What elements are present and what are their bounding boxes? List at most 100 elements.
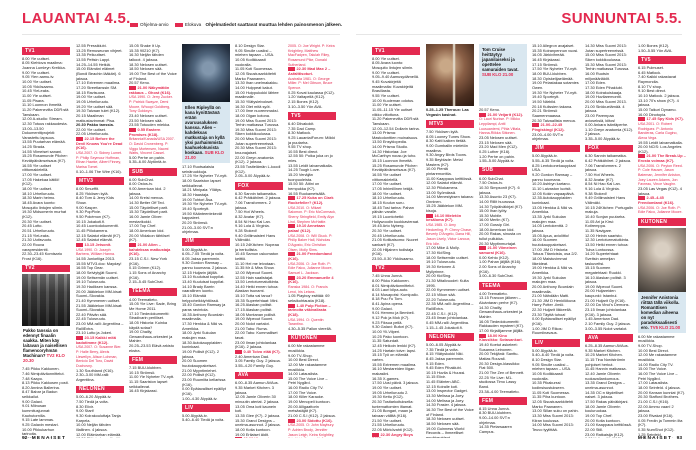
program-listing: 19.00 Pelastakaa sotamies Owen.: [532, 80, 579, 90]
program-listing: 17.30 Eden Pihaklubi.: [585, 84, 623, 90]
program-listing: 20.30 Tositarkoituksella: tuntemattomien…: [372, 398, 414, 409]
program-listing: 21.30 Mitalivuodet: Kulta 1995.: [426, 278, 469, 288]
program-listing: 21.00 Huijarit Oy (K16).: [585, 297, 626, 303]
program-listing: 15.15 Suomen megatehtaat: Ruukki.: [585, 265, 622, 275]
program-listing: 9.45 Eden Pihaklubi.: [426, 365, 462, 371]
program-listing: 19.15 Luontohetki: Hollywoodin kuokkavie…: [372, 213, 420, 224]
program-listing: 17.50 Uusi päivä. 3 jaksoa.: [372, 380, 419, 386]
program-listing: 18.15 Koulun suru.: [372, 200, 405, 205]
program-listing: 14.00 Melissa ja Joey.: [426, 397, 465, 403]
program-listing: 18.30 Nelosen uutiset.: [129, 61, 168, 67]
program-listing: 20.00 Tekijänä: Santtu-Matias Rouvali.: [479, 351, 519, 361]
program-listing: 10.15 24Kitchen: Nopeaa ja herkullista.: [235, 241, 279, 252]
program-listing: 9.16 Lola & Virginia.: [235, 223, 270, 229]
program-listing: 10.00 Yle uutiset.: [22, 78, 52, 84]
program-listing: 15.35 90210 (K7).: [129, 47, 161, 53]
program-listing: 7.40 Kaikki rakastavat Raymondia.: [638, 74, 677, 84]
program-listing: 14.00 Radio City TV.: [638, 361, 674, 367]
program-listing: 22.05 Mörkövahti (K12).: [372, 426, 414, 432]
program-listing: 10.40 Sonjan puutarha.: [585, 213, 626, 219]
program-listing: 10.25 Pako luontoon.: [372, 333, 409, 339]
program-listing: 20.30 Stafford Brothers.: [638, 394, 680, 400]
program-listing: 6.30 Sannin taikamatka.: [235, 190, 277, 196]
program-listing: 15.55 MTV3.doc: Mayday!: [76, 260, 122, 266]
listings-column: 14.30 Miss Suomi 2013: Jutan supertreene…: [585, 44, 633, 438]
program-listing: 17.00 JIM D Historia: Totuus Titanicista…: [532, 246, 578, 257]
divider: [356, 34, 682, 35]
program-listing: 15.35 Koiranpennun vuosi.: [532, 47, 579, 53]
program-listing: 19.45 Arto Nyberg.: [372, 223, 405, 229]
program-listing: 22.05 Hiljainen todistaja (K16).: [372, 246, 414, 257]
program-listing: 19.30 Jyrki Sukulan makujen maa.: [532, 274, 566, 285]
program-listing: 13.05 Henkka & Niki vs. Amerikka.: [532, 204, 574, 215]
program-listing: 5.00 Perhe on pahin.: [129, 154, 166, 160]
program-listing: 7.15 BUU-klubben.: [129, 365, 162, 371]
program-listing: 14.30 Frasier. 4 jaksoa.: [426, 402, 467, 408]
listings-column: 8.10 Design Star. 9.05 Sinulle uusiksi – …: [235, 44, 283, 438]
program-listing: 15.10 Allegron avajaiset.: [532, 44, 575, 48]
promo-photo: [638, 227, 686, 292]
movie-tag-icon: [288, 275, 295, 280]
program-listing: 19.00 Guinness World Records – Ihmeellis…: [426, 425, 465, 438]
program-listing: 19.00 Seitsemän uutiset.: [76, 274, 119, 280]
program-listing: 1.00 Pahan jäljillä (K16).: [479, 259, 522, 265]
page-title: SUNNUNTAI 5.5.: [561, 10, 682, 27]
program-listing: 9.00 Yle uutiset.: [372, 69, 400, 75]
program-listing: 11.05 Pisara.: [22, 97, 45, 103]
program-listing: 22.45 C.S.I. (K12).: [426, 310, 459, 316]
movie-credits: USA 2001. O: Robert Rodriguez. P: Antoni…: [638, 121, 678, 140]
promo-box: Jennifer Anistonia riittää tällä viikoll…: [638, 227, 686, 333]
page-number: 92: [22, 436, 28, 441]
movie-tag-icon: [638, 117, 645, 122]
movie-tag-icon: [129, 242, 136, 247]
promo-box: Tom Cruise heittäytyy japanilaiseksi ja …: [479, 44, 527, 106]
program-listing: 5.35–6.00 Älytöntä-tv.: [129, 159, 167, 165]
program-listing: 12.55 50: Poika joka on jo mies.: [288, 153, 333, 164]
program-listing: 13.30 Melissa ja Joey.: [426, 393, 465, 399]
program-listing: 1.00 JIM D Rikos: Ruumiinavaus.: [532, 325, 563, 336]
program-listing: 12.00 Heinin saaristo.: [585, 232, 623, 238]
program-listing: 3.35–5.00 Älypää-tv.: [585, 136, 621, 142]
program-listing: 10.15 24Kitchen: Portugalin makuja.: [585, 204, 633, 215]
program-listing: 21.15 YleLeaks.: [22, 232, 50, 238]
program-listing: 23.00 Rivakat (K16).: [638, 412, 674, 418]
program-listing: 22.35 MM-ralli: Argentiina – RalliExtra.: [426, 301, 474, 311]
program-listing: 9.16 Lola & Virginia.: [585, 186, 620, 192]
program-listing: 23.20 Mad Men (K12).: [479, 144, 518, 150]
program-listing: 0.25 Luther (K16).: [479, 148, 511, 154]
program-listing: 23.40 Nelosen uutiset.: [129, 112, 168, 118]
program-listing: 13.15 Francon jälkeen – Alcántaran perhe…: [479, 295, 521, 305]
program-listing: 20.45 Urheiluruutu.: [372, 232, 406, 238]
highlighted-movie-listing: 22.15 Before the Devil Knows You're Dead…: [76, 136, 123, 151]
listings-column: 0.25–1.25 Theroux: Las Vegasin kasinot. M…: [426, 44, 474, 438]
program-listing: 21.00 Myyntimiehet.: [182, 367, 217, 373]
program-listing: 1.50–5.55 Yön AVA.: [638, 47, 673, 53]
channel-header: MTV3: [76, 177, 124, 186]
listings-column: Ellen Ripleyllä on kana kynittävänä erää…: [182, 44, 230, 438]
program-listing: 7.46 Nimipäiväonnittelut.: [22, 370, 65, 376]
program-listing: 11.15 Saariston lapset seikkailevat.: [129, 379, 168, 389]
program-listing: 13.35 Jyrki Sukulan makujen maa.: [532, 214, 566, 224]
program-listing: 20.00 Miss Suomi 2013.: [585, 98, 627, 104]
program-listing: 10.25 Market Kitchen.: [585, 352, 623, 358]
listings-column: TV1 8.00 Yle uutiset. 8.05 Kiehtova maailm…: [22, 44, 70, 438]
program-listing: 6.00 Me rakastamme musiikkia.: [638, 333, 675, 344]
movie-tag-icon: [532, 123, 539, 128]
program-listing: 3.55–4.20 Family Guy.: [235, 363, 274, 368]
program-listing: 18.30 Nelosen uutiset.: [426, 416, 465, 422]
program-listing: 11.05 Koti Suomessa.: [235, 66, 273, 72]
program-listing: 14.20 Supertehtaat: Sveitsin armeijan ta…: [585, 251, 620, 266]
program-listing: 14.00 Prisma Studio.: [372, 144, 409, 150]
program-listing: 8.32 Avatar (K7).: [235, 213, 265, 219]
program-listing: 10.45 YleLeaks.: [22, 88, 50, 94]
program-listing: 20.21 Strömsö Saamenmaassa.: [532, 108, 562, 118]
promo-caption: Tom Cruise heittäytyy japanilaiseksi ja …: [479, 44, 527, 106]
program-listing: 9.35 Market Kitchen. 3 jaksoa.: [235, 384, 274, 395]
program-listing: 12.00 Eläintarhan elämää.: [76, 431, 122, 437]
program-listing: 1.10 Greyn anatomia (K12). 2 jaksoa.: [585, 126, 633, 137]
program-listing: 19.00 Poliisit (K12). 2 jaksoa.: [182, 348, 219, 359]
program-listing: 20.30 Miss Suomi 2013: kruunajaiset.: [235, 145, 277, 156]
program-listing: 2.15 Bones (K12).: [288, 98, 320, 104]
program-listing: 20.18 Kulissien takana.: [532, 103, 573, 109]
program-listing: 9.25 LauantaiForum: Mökki ja puutarha.: [288, 134, 336, 145]
